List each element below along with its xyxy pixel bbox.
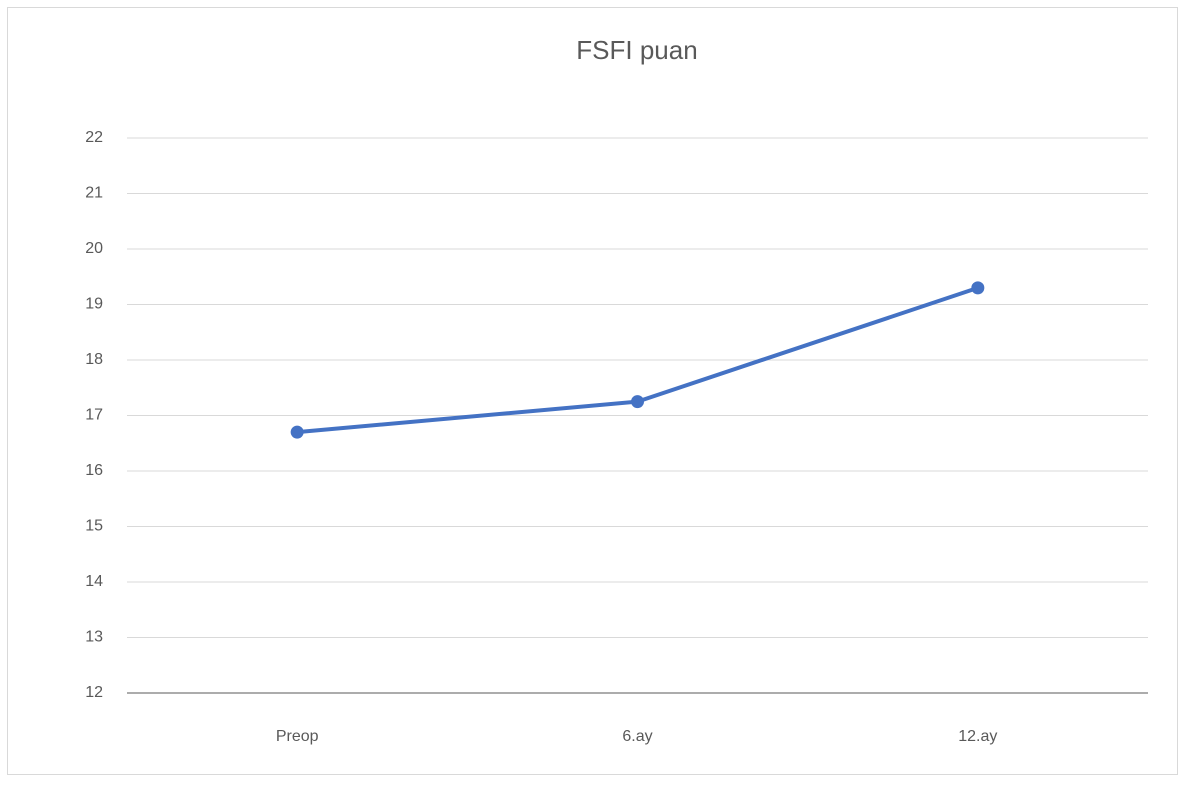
- y-tick-label: 15: [85, 518, 103, 535]
- y-tick-label: 14: [85, 573, 103, 590]
- chart-border: [7, 7, 1178, 775]
- y-tick-label: 17: [85, 407, 103, 424]
- x-tick-label: 6.ay: [622, 728, 652, 745]
- y-tick-label: 21: [85, 185, 103, 202]
- y-tick-label: 22: [85, 129, 103, 146]
- y-tick-label: 18: [85, 351, 103, 368]
- y-tick-label: 20: [85, 240, 103, 257]
- y-tick-label: 16: [85, 462, 103, 479]
- data-point: [971, 281, 985, 295]
- y-tick-label: 19: [85, 296, 103, 313]
- y-tick-label: 13: [85, 629, 103, 646]
- x-tick-label: Preop: [276, 728, 319, 745]
- data-point: [631, 395, 644, 409]
- y-tick-label: 12: [85, 684, 103, 701]
- data-point: [290, 425, 304, 439]
- chart-title: FSFI puan: [576, 35, 697, 65]
- x-tick-label: 12.ay: [958, 728, 997, 745]
